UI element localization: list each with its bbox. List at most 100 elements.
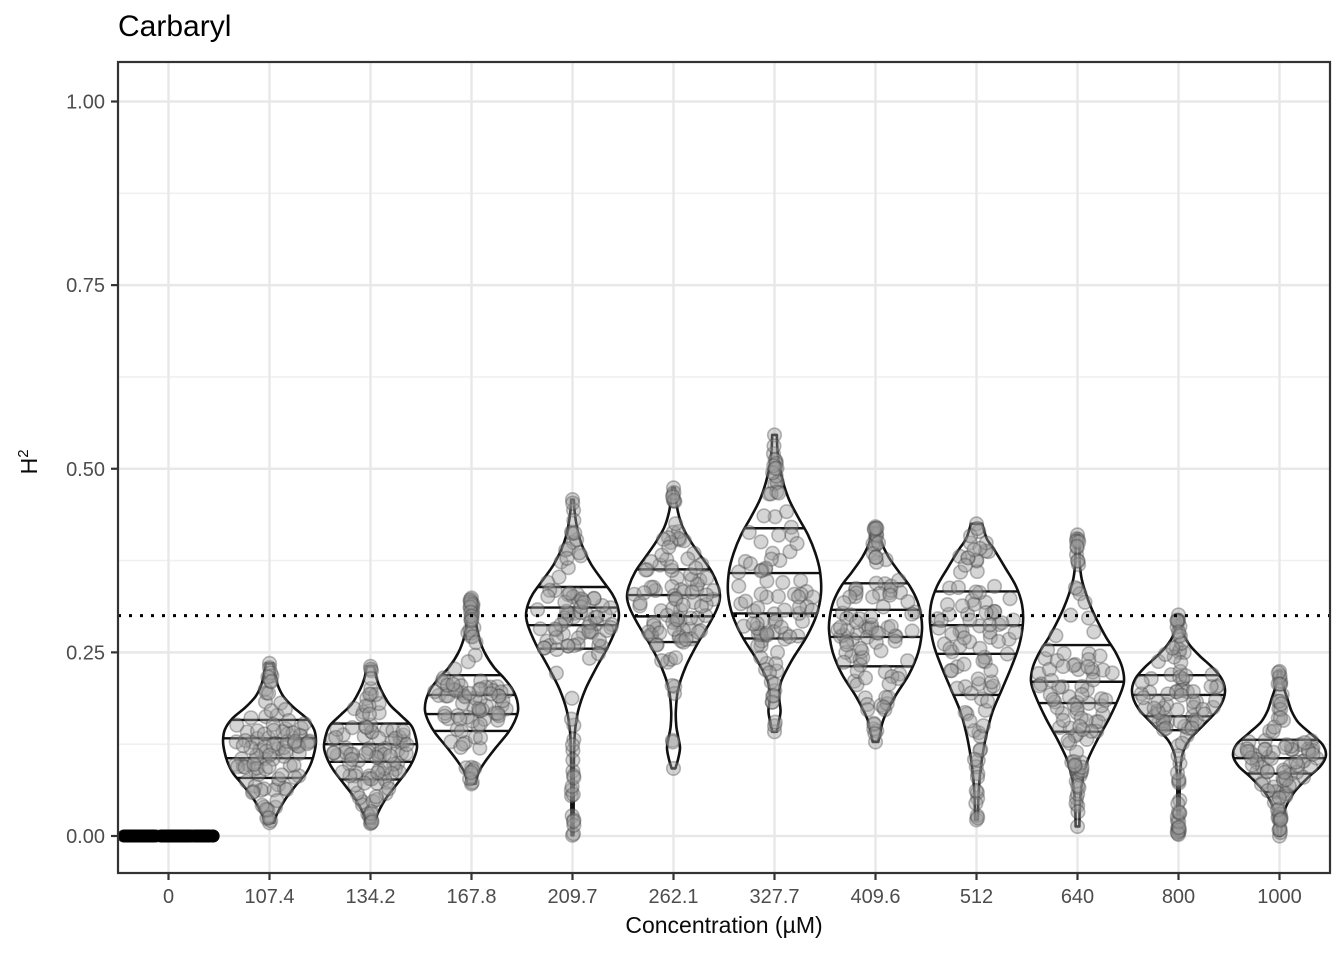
data-point	[329, 721, 345, 737]
data-point	[257, 761, 274, 777]
data-point	[968, 759, 984, 775]
data-point	[1285, 742, 1301, 758]
data-point	[1067, 656, 1083, 673]
data-point	[566, 638, 582, 654]
data-point	[754, 562, 770, 578]
data-point	[1160, 686, 1176, 702]
data-point	[454, 695, 471, 711]
data-point	[1304, 742, 1320, 758]
data-point	[1171, 644, 1187, 660]
data-point	[767, 476, 783, 492]
data-point	[562, 585, 578, 601]
data-point	[586, 590, 602, 607]
data-point	[1166, 649, 1182, 665]
data-point	[669, 612, 685, 628]
data-point	[1247, 747, 1263, 763]
data-point	[476, 711, 492, 727]
x-tick-label: 134.2	[345, 886, 395, 908]
data-point	[343, 746, 359, 762]
data-point	[589, 616, 605, 632]
data-point	[358, 719, 375, 736]
data-point	[783, 519, 799, 535]
data-point	[1260, 749, 1277, 765]
data-point	[560, 638, 576, 654]
data-point	[881, 676, 897, 692]
data-point	[852, 651, 868, 667]
data-point	[259, 810, 275, 826]
data-point	[830, 622, 846, 638]
zero-point	[204, 829, 218, 843]
data-point	[279, 733, 295, 750]
data-point	[769, 484, 785, 500]
data-point	[1169, 824, 1185, 840]
data-point	[986, 603, 1002, 619]
data-point	[1172, 642, 1188, 658]
data-point	[1184, 716, 1200, 732]
data-point	[261, 730, 277, 746]
data-point	[564, 524, 580, 540]
data-point	[386, 756, 402, 772]
data-point	[968, 783, 984, 799]
data-point	[767, 509, 783, 525]
zero-point	[154, 829, 168, 843]
data-point	[1187, 711, 1204, 728]
data-point	[356, 775, 373, 791]
data-point	[463, 625, 480, 641]
data-point	[1174, 635, 1190, 651]
data-point	[256, 726, 273, 742]
data-point	[547, 582, 563, 599]
data-point	[1007, 624, 1023, 641]
data-point	[438, 688, 454, 704]
data-point	[665, 614, 681, 630]
data-point	[1158, 720, 1174, 736]
data-point	[1170, 820, 1186, 836]
data-point	[646, 617, 662, 633]
data-point	[975, 718, 991, 734]
data-point	[372, 744, 388, 760]
data-point	[363, 717, 379, 733]
data-point	[566, 731, 582, 748]
data-point	[287, 733, 303, 750]
data-point	[871, 585, 888, 602]
data-point	[1267, 783, 1283, 800]
data-point	[564, 526, 580, 542]
data-point	[263, 702, 279, 719]
data-point	[280, 726, 296, 742]
data-point	[1275, 762, 1292, 778]
data-point	[363, 804, 380, 820]
data-point	[1170, 738, 1186, 754]
data-point	[1072, 718, 1088, 735]
data-point	[759, 573, 775, 589]
data-point	[991, 616, 1007, 633]
data-point	[971, 523, 987, 540]
data-point	[978, 605, 994, 621]
data-point	[371, 762, 387, 778]
data-point	[276, 748, 292, 764]
data-point	[1134, 674, 1150, 691]
data-point	[642, 627, 658, 643]
axes: 0.00 0.25 0.50 0.75 1.00 0 107.4 134.2 167.8 209.…	[66, 92, 1302, 909]
data-point	[474, 702, 490, 718]
data-point	[256, 799, 272, 815]
data-point	[558, 613, 574, 629]
data-point	[692, 572, 708, 588]
data-point	[345, 746, 361, 762]
data-point	[866, 522, 883, 538]
data-point	[1305, 746, 1321, 762]
data-point	[868, 549, 884, 566]
data-point	[249, 723, 266, 739]
violin-outline	[625, 486, 722, 770]
data-point	[1081, 695, 1097, 712]
data-point	[256, 751, 273, 767]
data-point	[956, 630, 972, 646]
data-point	[866, 539, 882, 556]
data-point	[972, 728, 988, 744]
data-point	[1257, 741, 1273, 758]
data-point	[1270, 676, 1286, 692]
data-point	[289, 738, 305, 754]
points-262.1	[626, 480, 722, 777]
data-point	[1081, 651, 1097, 668]
violin-167.8	[423, 596, 520, 786]
data-point	[975, 653, 991, 669]
data-point	[877, 664, 893, 680]
